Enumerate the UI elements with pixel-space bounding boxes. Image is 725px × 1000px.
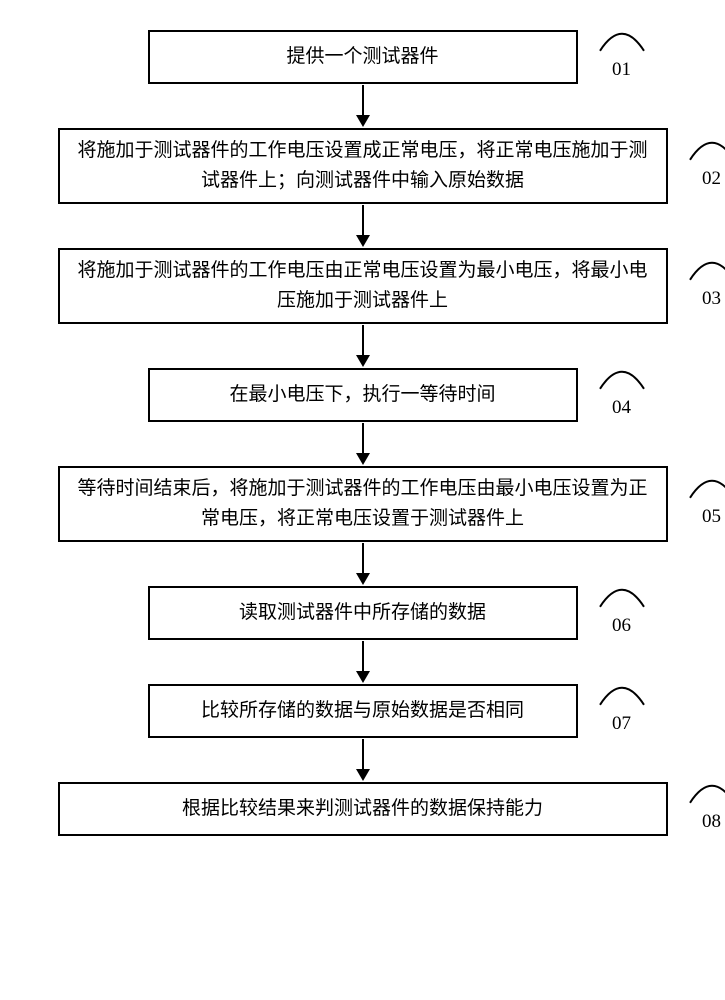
step-text: 根据比较结果来判测试器件的数据保持能力: [182, 794, 543, 824]
step-num: 05: [702, 502, 721, 532]
arc-icon: [598, 367, 646, 391]
step-box-04: 在最小电压下，执行一等待时间 04: [148, 368, 578, 422]
step-box-07: 比较所存储的数据与原始数据是否相同 07: [148, 684, 578, 738]
step-text: 将施加于测试器件的工作电压设置成正常电压，将正常电压施加于测试器件上；向测试器件…: [77, 136, 647, 197]
step-label-05: 05: [688, 476, 725, 532]
step-label-01: 01: [598, 29, 646, 85]
step-num: 03: [702, 284, 721, 314]
step-box-03: 将施加于测试器件的工作电压由正常电压设置为最小电压，将最小电压施加于测试器件上 …: [58, 248, 668, 324]
arrow-icon: [356, 640, 370, 684]
arc-icon: [598, 683, 646, 707]
step-text: 将施加于测试器件的工作电压由正常电压设置为最小电压，将最小电压施加于测试器件上: [77, 256, 647, 317]
step-text: 提供一个测试器件: [286, 42, 438, 72]
step-label-06: 06: [598, 585, 646, 641]
step-box-01: 提供一个测试器件 01: [148, 30, 578, 84]
arrow-icon: [356, 422, 370, 466]
step-num: 08: [702, 807, 721, 837]
arrow-icon: [356, 738, 370, 782]
step-num: 06: [612, 611, 631, 641]
step-num: 04: [612, 393, 631, 423]
arc-icon: [688, 138, 725, 162]
arc-icon: [688, 258, 725, 282]
arc-icon: [688, 781, 725, 805]
arc-icon: [688, 476, 725, 500]
step-label-02: 02: [688, 138, 725, 194]
arrow-icon: [356, 204, 370, 248]
step-num: 01: [612, 55, 631, 85]
step-num: 07: [612, 709, 631, 739]
step-num: 02: [702, 164, 721, 194]
arc-icon: [598, 585, 646, 609]
step-text: 在最小电压下，执行一等待时间: [229, 380, 495, 410]
arc-icon: [598, 29, 646, 53]
step-text: 比较所存储的数据与原始数据是否相同: [201, 696, 524, 726]
step-label-08: 08: [688, 781, 725, 837]
step-box-08: 根据比较结果来判测试器件的数据保持能力 08: [58, 782, 668, 836]
step-label-03: 03: [688, 258, 725, 314]
step-text: 读取测试器件中所存储的数据: [239, 598, 486, 628]
arrow-icon: [356, 324, 370, 368]
arrow-icon: [356, 542, 370, 586]
arrow-icon: [356, 84, 370, 128]
step-text: 等待时间结束后，将施加于测试器件的工作电压由最小电压设置为正常电压，将正常电压设…: [77, 474, 647, 535]
step-box-05: 等待时间结束后，将施加于测试器件的工作电压由最小电压设置为正常电压，将正常电压设…: [58, 466, 668, 542]
step-box-02: 将施加于测试器件的工作电压设置成正常电压，将正常电压施加于测试器件上；向测试器件…: [58, 128, 668, 204]
step-label-04: 04: [598, 367, 646, 423]
step-label-07: 07: [598, 683, 646, 739]
step-box-06: 读取测试器件中所存储的数据 06: [148, 586, 578, 640]
flowchart-container: 提供一个测试器件 01 将施加于测试器件的工作电压设置成正常电压，将正常电压施加…: [0, 30, 725, 836]
